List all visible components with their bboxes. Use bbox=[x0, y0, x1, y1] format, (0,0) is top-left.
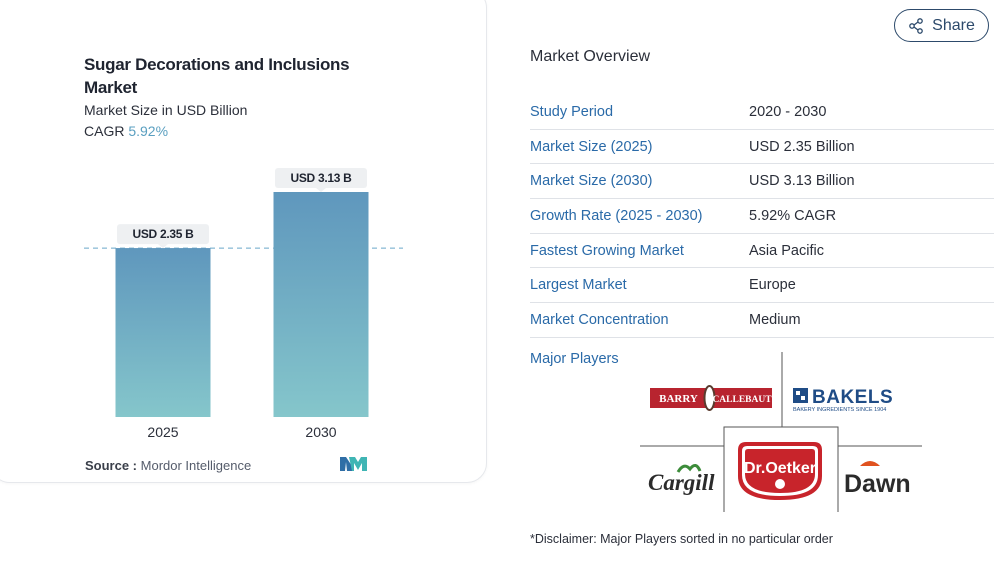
bakels-logo: BAKELS BAKERY INGREDIENTS SINCE 1904 bbox=[793, 387, 893, 413]
chart-source: Source : Mordor Intelligence bbox=[85, 458, 251, 473]
overview-value: 2020 - 2030 bbox=[749, 103, 827, 120]
overview-key: Market Concentration bbox=[530, 311, 669, 328]
bakels-tagline: BAKERY INGREDIENTS SINCE 1904 bbox=[793, 407, 886, 413]
data-label-pointer bbox=[158, 244, 168, 249]
major-players-label: Major Players bbox=[530, 351, 619, 367]
overview-row-market-size-2025: Market Size (2025) USD 2.35 Billion bbox=[530, 130, 994, 165]
data-label-pointer bbox=[316, 188, 326, 192]
share-icon bbox=[909, 17, 923, 34]
source-label: Source : bbox=[85, 458, 138, 473]
overview-row-largest-market: Largest Market Europe bbox=[530, 268, 994, 304]
mordor-intelligence-logo bbox=[340, 457, 367, 471]
overview-key: Growth Rate (2025 - 2030) bbox=[530, 207, 703, 224]
cargill-logo: Cargill bbox=[648, 464, 715, 495]
overview-row-fastest-growing: Fastest Growing Market Asia Pacific bbox=[530, 234, 994, 269]
barry-text: BARRY bbox=[659, 393, 698, 405]
overview-key: Fastest Growing Market bbox=[530, 242, 684, 259]
overview-key: Market Size (2030) bbox=[530, 173, 653, 190]
overview-row-concentration: Market Concentration Medium bbox=[530, 303, 994, 338]
market-overview-title: Market Overview bbox=[530, 48, 651, 65]
chart-cagr: CAGR 5.92% bbox=[84, 123, 168, 139]
barry-callebaut-logo: BARRY CALLEBAUT bbox=[650, 385, 772, 411]
overview-row-growth-rate: Growth Rate (2025 - 2030) 5.92% CAGR bbox=[530, 199, 994, 234]
callebaut-text: CALLEBAUT bbox=[712, 395, 772, 405]
data-label-bg bbox=[275, 168, 367, 188]
dr-oetker-logo: Dr.Oetker bbox=[738, 442, 822, 500]
cagr-label: CAGR bbox=[84, 123, 125, 139]
bar-chart: USD 2.35 B 2025 USD 3.13 B 2030 bbox=[84, 168, 403, 440]
bar-2030 bbox=[273, 192, 369, 417]
overview-value: Asia Pacific bbox=[749, 242, 824, 259]
bakels-text: BAKELS bbox=[812, 387, 893, 408]
major-players-logos: BARRY CALLEBAUT BAKELS BAKERY INGREDIENT… bbox=[640, 352, 922, 512]
market-overview-table: Study Period 2020 - 2030 Market Size (20… bbox=[530, 95, 994, 338]
data-label: USD 3.13 B bbox=[290, 171, 352, 185]
share-button[interactable]: Share bbox=[894, 9, 989, 42]
overview-value: 5.92% CAGR bbox=[749, 207, 837, 224]
market-size-card bbox=[0, 0, 487, 483]
chart-subtitle: Market Size in USD Billion bbox=[84, 102, 248, 118]
dawn-logo: Dawn bbox=[844, 461, 911, 498]
data-label: USD 2.35 B bbox=[132, 227, 194, 241]
data-label-bg bbox=[117, 224, 209, 245]
dr-oetker-text: Dr.Oetker bbox=[744, 460, 816, 477]
chart-title: Sugar Decorations and Inclusions Market bbox=[84, 55, 350, 97]
overview-key: Largest Market bbox=[530, 277, 627, 294]
share-label: Share bbox=[932, 16, 975, 34]
cargill-text: Cargill bbox=[648, 470, 715, 495]
overview-value: USD 2.35 Billion bbox=[749, 138, 855, 155]
overview-row-market-size-2030: Market Size (2030) USD 3.13 Billion bbox=[530, 164, 994, 200]
x-tick-label: 2030 bbox=[305, 424, 336, 440]
disclaimer-text: *Disclaimer: Major Players sorted in no … bbox=[530, 532, 833, 546]
overview-row-study-period: Study Period 2020 - 2030 bbox=[530, 95, 994, 130]
dawn-text: Dawn bbox=[844, 470, 911, 498]
overview-key: Study Period bbox=[530, 103, 614, 120]
overview-key: Market Size (2025) bbox=[530, 138, 653, 155]
bar-2025 bbox=[115, 248, 211, 417]
overview-value: Medium bbox=[749, 311, 801, 328]
overview-value: USD 3.13 Billion bbox=[749, 173, 855, 190]
source-value: Mordor Intelligence bbox=[140, 458, 252, 473]
cagr-value: 5.92% bbox=[128, 123, 169, 139]
x-tick-label: 2025 bbox=[147, 424, 178, 440]
overview-value: Europe bbox=[749, 277, 796, 294]
